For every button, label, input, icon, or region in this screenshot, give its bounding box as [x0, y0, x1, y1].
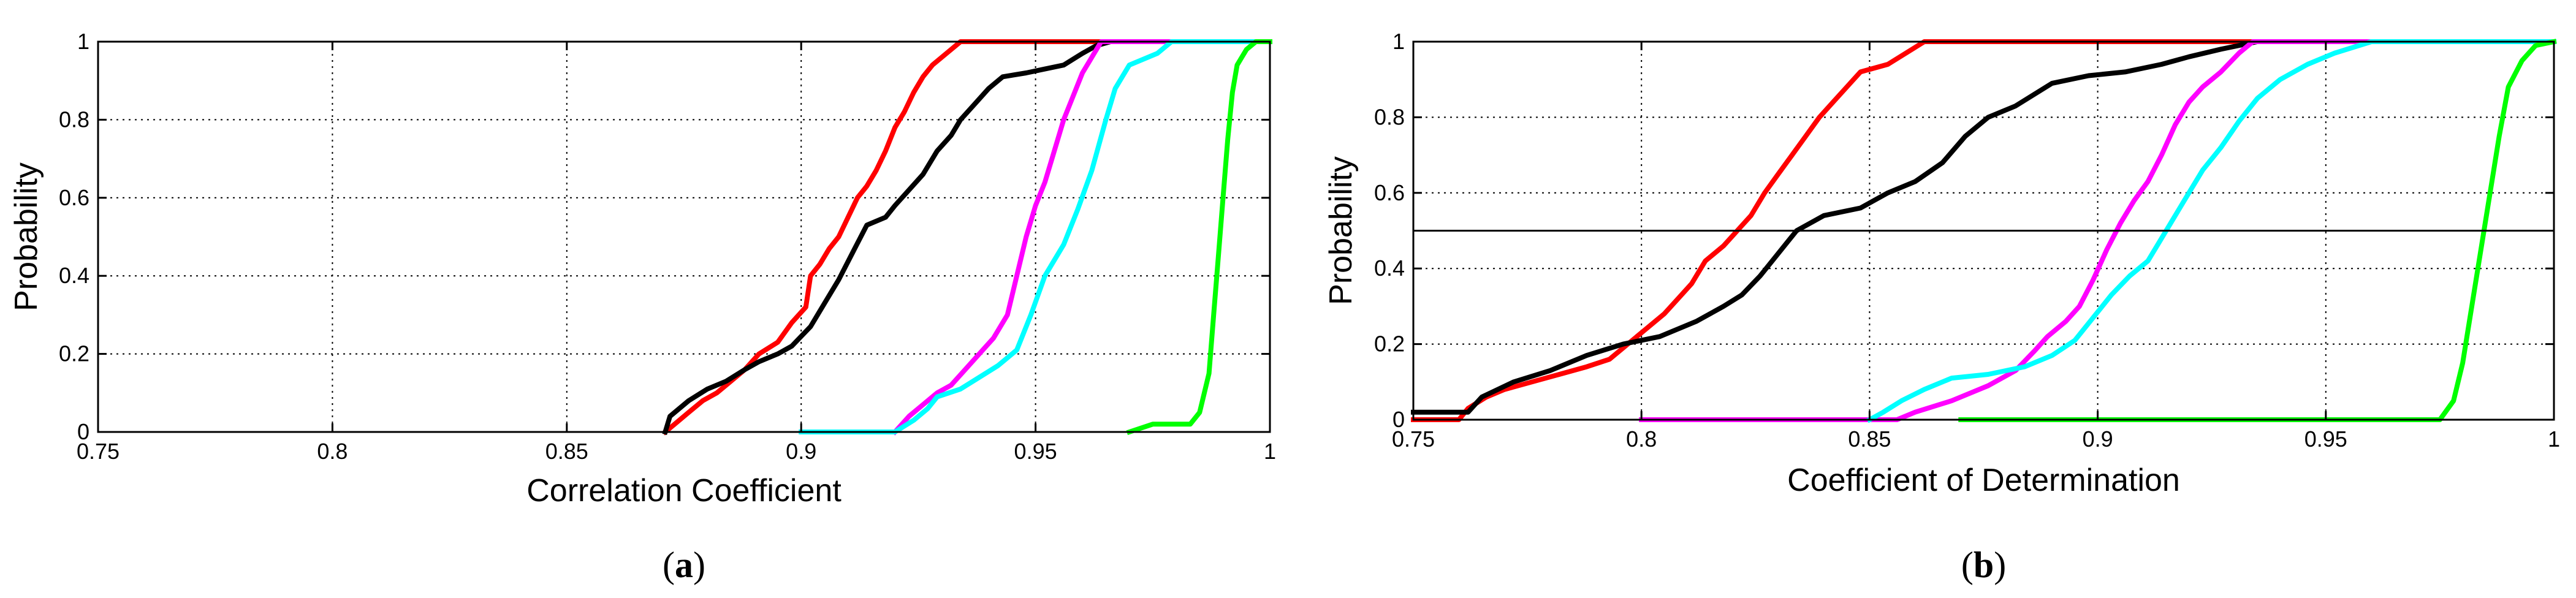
- series-line-b-1: [1411, 39, 2556, 415]
- y-tick-label-b-4: 0.8: [1374, 104, 1405, 129]
- grid-b: [1413, 42, 2554, 420]
- chart-panel-a: 0.75 0.8 0.85 0.9 0.95 1 0 0.2 0.4 0.6 0.8 1 Correl…: [9, 29, 1276, 585]
- panel-label-close-b: ): [1994, 545, 2006, 585]
- series-group-b: [1411, 39, 2557, 423]
- series-group-a: [661, 39, 1272, 436]
- y-tick-label-a-1: 0.2: [59, 341, 89, 366]
- panel-label-close-a: ): [693, 545, 705, 585]
- y-axis-label-a: Probability: [9, 162, 44, 311]
- x-tick-label-a-0: 0.75: [77, 439, 120, 464]
- panel-label-letter-a: a: [675, 545, 693, 585]
- panel-label-b: (b): [1961, 545, 2006, 585]
- y-tick-label-a-3: 0.6: [59, 185, 89, 210]
- y-tick-label-a-2: 0.4: [59, 263, 89, 288]
- series-line-a-2: [891, 39, 1272, 436]
- panel-label-letter-b: b: [1974, 545, 1994, 585]
- y-tick-label-b-0: 0: [1392, 407, 1405, 432]
- x-tick-label-a-3: 0.9: [786, 439, 816, 464]
- x-tick-label-a-2: 0.85: [545, 439, 588, 464]
- chart-panel-b: 0.75 0.8 0.85 0.9 0.95 1 0 0.2 0.4 0.6 0.8 1 Coeffi…: [1323, 29, 2560, 585]
- panel-label-open-a: (: [663, 545, 675, 585]
- panel-label-a: (a): [663, 545, 705, 585]
- y-tick-label-a-0: 0: [77, 419, 89, 444]
- x-tick-label-b-5: 1: [2548, 426, 2560, 452]
- series-line-a-1: [662, 39, 1272, 435]
- x-tick-label-b-3: 0.9: [2083, 426, 2113, 452]
- panel-label-open-b: (: [1961, 545, 1974, 585]
- ticks-b: 0.75 0.8 0.85 0.9 0.95 1 0 0.2 0.4 0.6 0.8 1: [1374, 29, 2560, 452]
- y-tick-label-b-2: 0.4: [1374, 255, 1405, 281]
- ticks-a: 0.75 0.8 0.85 0.9 0.95 1 0 0.2 0.4 0.6 0.8 1: [59, 29, 1276, 464]
- y-tick-label-a-5: 1: [77, 29, 89, 54]
- series-line-b-4: [1958, 39, 2557, 422]
- x-tick-label-b-1: 0.8: [1626, 426, 1657, 452]
- x-tick-label-b-4: 0.95: [2304, 426, 2347, 452]
- y-axis-label-b: Probability: [1323, 156, 1359, 305]
- series-line-b-0: [1411, 39, 2556, 422]
- series-line-b-2: [1639, 39, 2556, 422]
- plot-area-a: [98, 42, 1270, 432]
- axes-frame-b: [1412, 40, 2555, 421]
- y-tick-label-a-4: 0.8: [59, 107, 89, 132]
- series-line-b-3: [1866, 39, 2556, 423]
- x-tick-label-a-4: 0.95: [1014, 439, 1057, 464]
- x-tick-label-a-5: 1: [1264, 439, 1276, 464]
- series-line-a-4: [1126, 39, 1272, 436]
- x-tick-label-a-1: 0.8: [317, 439, 348, 464]
- series-line-a-3: [799, 39, 1272, 434]
- y-tick-label-b-5: 1: [1392, 29, 1405, 54]
- x-axis-label-a: Correlation Coefficient: [526, 473, 842, 509]
- axes-frame-a: [97, 40, 1271, 433]
- y-tick-label-b-1: 0.2: [1374, 331, 1405, 357]
- series-line-a-0: [661, 39, 1272, 436]
- x-tick-label-b-2: 0.85: [1848, 426, 1891, 452]
- y-tick-label-b-3: 0.6: [1374, 180, 1405, 205]
- grid-a: [98, 42, 1270, 432]
- x-axis-label-b: Coefficient of Determination: [1787, 463, 2180, 498]
- x-tick-label-b-0: 0.75: [1392, 426, 1435, 452]
